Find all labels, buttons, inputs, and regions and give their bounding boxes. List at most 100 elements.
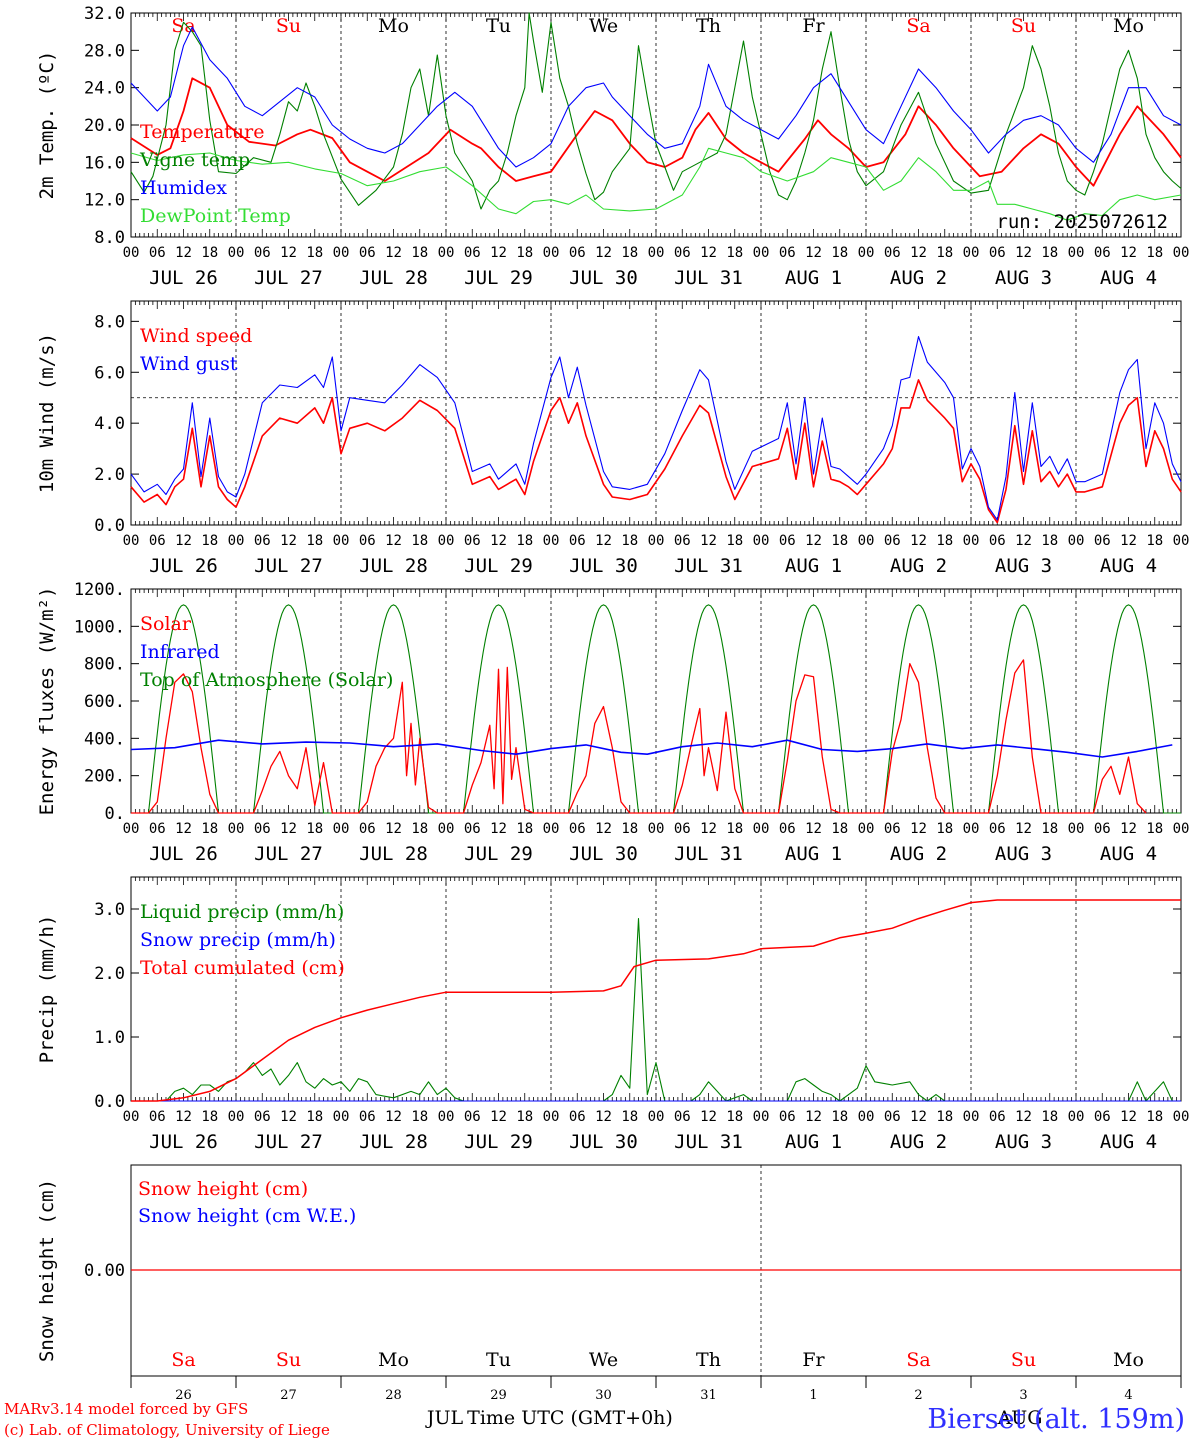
hour-tick-label: 18 bbox=[831, 533, 848, 549]
hour-tick-label: 06 bbox=[149, 1109, 166, 1125]
legend-entry: Wind gust bbox=[140, 353, 238, 375]
hour-tick-label: 12 bbox=[1015, 1109, 1032, 1125]
hour-tick-label: 18 bbox=[726, 1109, 743, 1125]
date-label: JUL 29 bbox=[464, 555, 533, 577]
hour-tick-label: 12 bbox=[700, 533, 717, 549]
y-tick-label: 0.00 bbox=[84, 1261, 125, 1281]
y-tick-label: 28.0 bbox=[84, 41, 125, 61]
hour-tick-label: 00 bbox=[753, 533, 770, 549]
hour-tick-label: 12 bbox=[1120, 533, 1137, 549]
hour-tick-label: 00 bbox=[123, 1109, 140, 1125]
legend-entry: Vigne temp bbox=[139, 149, 250, 171]
bottom-day-number: 31 bbox=[700, 1388, 717, 1403]
station-label: Bierset (alt. 159m) bbox=[927, 1404, 1185, 1435]
date-label: JUL 31 bbox=[674, 555, 743, 577]
hour-tick-label: 06 bbox=[1094, 1109, 1111, 1125]
date-label: AUG 2 bbox=[890, 555, 947, 577]
hour-tick-label: 18 bbox=[726, 821, 743, 837]
y-tick-label: 2.0 bbox=[94, 964, 125, 984]
hour-tick-label: 12 bbox=[910, 533, 927, 549]
hour-tick-label: 00 bbox=[858, 245, 875, 261]
series-line-dewpoint-temp bbox=[130, 147, 1182, 221]
hour-tick-label: 18 bbox=[621, 821, 638, 837]
series-line-humidex bbox=[130, 26, 1182, 168]
series-line-temperature bbox=[130, 77, 1182, 187]
hour-tick-label: 12 bbox=[385, 245, 402, 261]
hour-tick-label: 00 bbox=[543, 1109, 560, 1125]
hour-tick-label: 12 bbox=[280, 821, 297, 837]
hour-tick-label: 18 bbox=[621, 533, 638, 549]
hour-tick-label: 06 bbox=[254, 1109, 271, 1125]
bottom-day-name: Mo bbox=[378, 1349, 409, 1371]
hour-tick-label: 00 bbox=[333, 533, 350, 549]
hour-tick-label: 06 bbox=[989, 821, 1006, 837]
bottom-day-number: 2 bbox=[914, 1388, 922, 1403]
date-label: AUG 2 bbox=[890, 843, 947, 865]
hour-tick-label: 12 bbox=[175, 821, 192, 837]
hour-tick-label: 00 bbox=[648, 533, 665, 549]
hour-tick-label: 18 bbox=[621, 245, 638, 261]
hour-tick-label: 18 bbox=[411, 533, 428, 549]
hour-tick-label: 18 bbox=[201, 1109, 218, 1125]
hour-tick-label: 00 bbox=[228, 1109, 245, 1125]
day-name: Su bbox=[1011, 15, 1036, 37]
hour-tick-label: 18 bbox=[936, 821, 953, 837]
date-label: JUL 28 bbox=[359, 267, 428, 289]
y-axis-label: Snow height (cm) bbox=[36, 1179, 58, 1362]
date-label: JUL 28 bbox=[359, 555, 428, 577]
hour-tick-label: 00 bbox=[333, 1109, 350, 1125]
footer-model: MARv3.14 model forced by GFS bbox=[4, 1400, 248, 1418]
run-label: run: 2025072612 bbox=[996, 211, 1168, 233]
hour-tick-label: 12 bbox=[1120, 245, 1137, 261]
legend-entry: DewPoint Temp bbox=[140, 205, 291, 227]
hour-tick-label: 06 bbox=[359, 821, 376, 837]
hour-tick-label: 12 bbox=[280, 1109, 297, 1125]
y-tick-label: 8.0 bbox=[94, 228, 125, 248]
hour-tick-label: 18 bbox=[1041, 1109, 1058, 1125]
date-label: AUG 1 bbox=[785, 267, 842, 289]
date-label: AUG 3 bbox=[995, 843, 1052, 865]
date-label: JUL 30 bbox=[569, 555, 638, 577]
hour-tick-label: 00 bbox=[333, 245, 350, 261]
hour-tick-label: 18 bbox=[516, 533, 533, 549]
hour-tick-label: 18 bbox=[411, 821, 428, 837]
date-label: AUG 1 bbox=[785, 843, 842, 865]
footer-lab: (c) Lab. of Climatology, University of L… bbox=[4, 1421, 330, 1439]
hour-tick-label: 18 bbox=[201, 245, 218, 261]
date-label: JUL 29 bbox=[464, 1131, 533, 1153]
hour-tick-label: 00 bbox=[648, 821, 665, 837]
hour-tick-label: 06 bbox=[674, 245, 691, 261]
legend-entry: Infrared bbox=[140, 641, 220, 663]
hour-tick-label: 00 bbox=[123, 821, 140, 837]
hour-tick-label: 12 bbox=[595, 245, 612, 261]
hour-tick-label: 00 bbox=[438, 533, 455, 549]
hour-tick-label: 12 bbox=[385, 533, 402, 549]
bottom-day-name: Tu bbox=[486, 1349, 511, 1371]
hour-tick-label: 06 bbox=[1094, 533, 1111, 549]
hour-tick-label: 12 bbox=[490, 821, 507, 837]
hour-tick-label: 00 bbox=[333, 821, 350, 837]
hour-tick-label: 12 bbox=[175, 245, 192, 261]
bottom-day-number: 28 bbox=[385, 1388, 402, 1403]
hour-tick-label: 12 bbox=[280, 533, 297, 549]
y-tick-label: 8.0 bbox=[94, 312, 125, 332]
date-label: JUL 31 bbox=[674, 1131, 743, 1153]
date-label: JUL 30 bbox=[569, 843, 638, 865]
hour-tick-label: 06 bbox=[254, 533, 271, 549]
hour-tick-label: 12 bbox=[700, 1109, 717, 1125]
bottom-day-number: 26 bbox=[175, 1388, 192, 1403]
y-tick-label: 400. bbox=[84, 729, 125, 749]
y-tick-label: 800. bbox=[84, 655, 125, 675]
bottom-day-name: Fr bbox=[802, 1349, 825, 1371]
hour-tick-label: 18 bbox=[1146, 821, 1163, 837]
y-tick-label: 1200. bbox=[74, 580, 125, 600]
hour-tick-label: 00 bbox=[1068, 245, 1085, 261]
day-name: Mo bbox=[1113, 15, 1144, 37]
hour-tick-label: 12 bbox=[385, 1109, 402, 1125]
bottom-day-name: Sa bbox=[906, 1349, 930, 1371]
date-label: JUL 26 bbox=[149, 267, 218, 289]
y-tick-label: 32.0 bbox=[84, 4, 125, 24]
hour-tick-label: 18 bbox=[201, 821, 218, 837]
hour-tick-label: 00 bbox=[228, 533, 245, 549]
date-label: AUG 4 bbox=[1100, 555, 1157, 577]
